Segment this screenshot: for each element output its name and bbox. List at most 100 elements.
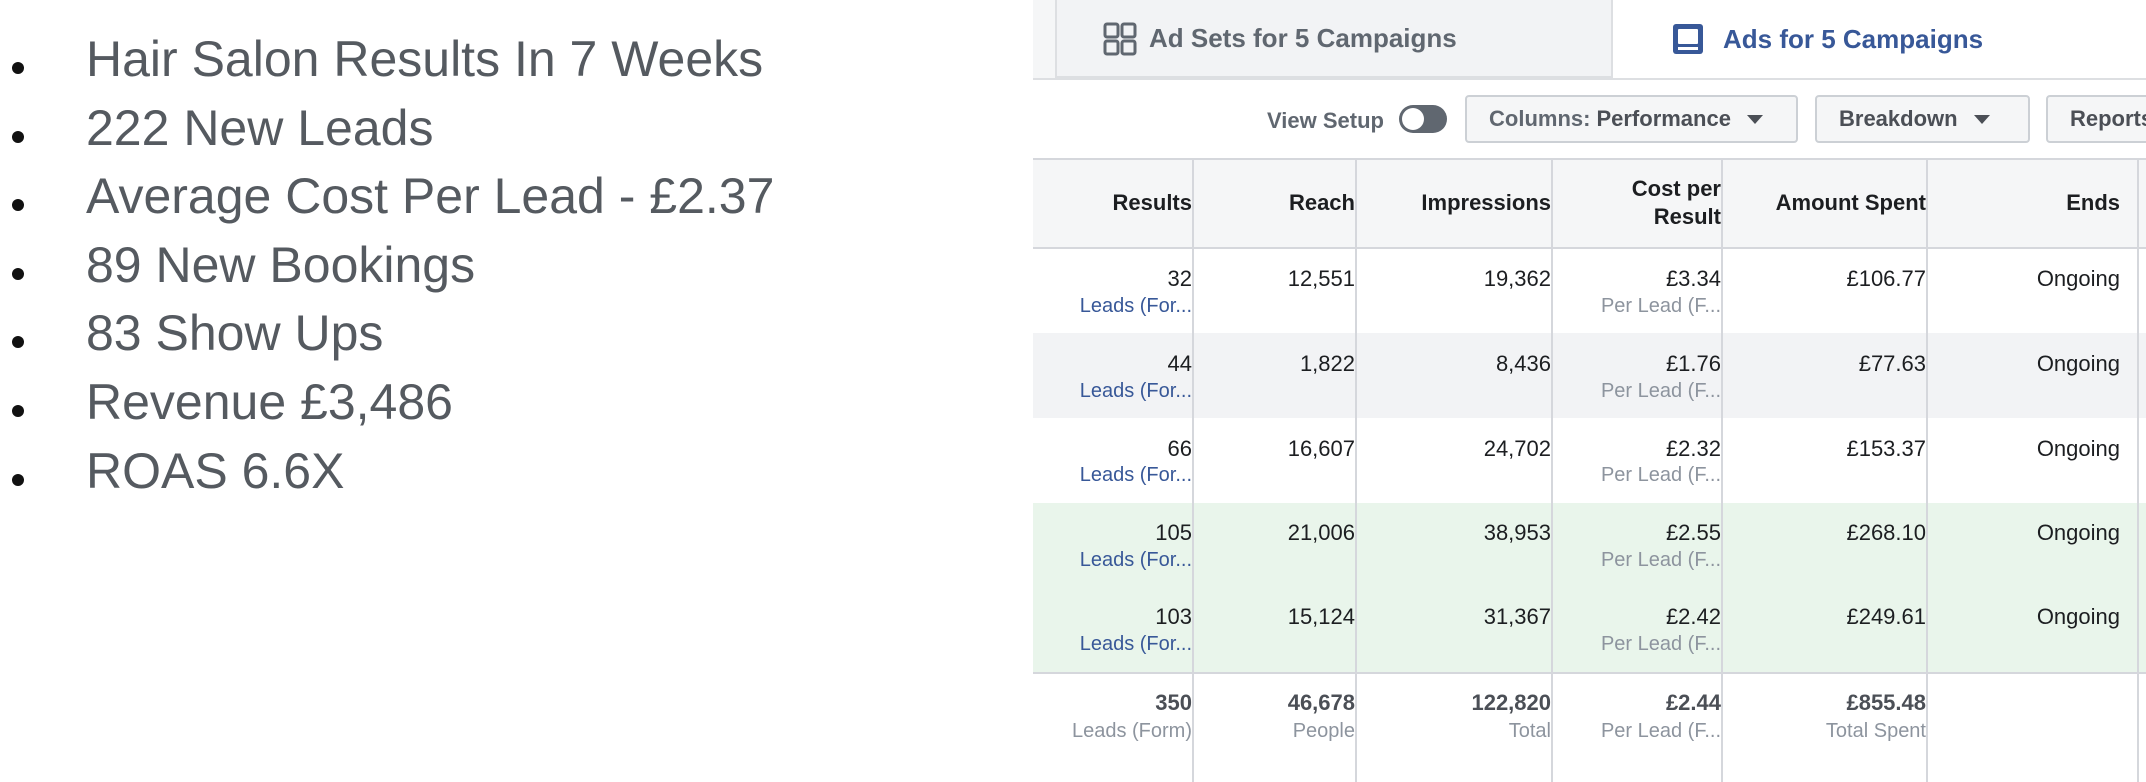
bullet-text: Revenue £3,486 [86,373,453,430]
header-row-bg [1033,158,2146,248]
column-header-amount-spent[interactable]: Amount Spent [1775,190,1926,215]
reach-value: 21,006 [1287,520,1355,545]
cost-per-result-type: Per Lead (F... [1600,380,1721,402]
results-value: 66 [1167,436,1192,461]
caret-down-icon [1746,114,1763,124]
impressions-value: 24,702 [1483,436,1551,461]
row-bg [1033,248,2146,333]
impressions-value: 8,436 [1495,351,1551,376]
column-header-ends[interactable]: Ends [2066,190,2120,215]
bullet-text: 222 New Leads [86,99,434,156]
total-results-value: 350 [1155,690,1192,715]
total-impressions-type: Total [1508,720,1551,742]
row-bg [1033,418,2146,503]
level-tabs: Ad Sets for 5 Campaigns Ads for 5 Campai… [1033,0,2146,78]
columns-prefix: Columns: [1489,106,1591,131]
view-setup-label: View Setup [1267,108,1384,133]
results-value: 32 [1167,266,1192,291]
table-toolbar: View Setup Columns: Performance Breakdow… [1033,78,2146,160]
ad-icon [1671,22,1705,63]
grid-icon [1103,22,1137,63]
amount-spent-value: £77.63 [1858,351,1926,376]
column-header-impressions[interactable]: Impressions [1421,190,1551,215]
reach-value: 1,822 [1299,351,1355,376]
grid-line [1192,158,1194,782]
totals-row-bg [1033,673,2146,782]
total-reach-value: 46,678 [1287,690,1355,715]
results-type-link[interactable]: Leads (For... [1079,633,1192,655]
impressions-value: 38,953 [1483,520,1551,545]
bullet-dot-icon [12,473,24,486]
grid-line [1355,158,1357,782]
results-type-link[interactable]: Leads (For... [1079,380,1192,402]
cost-per-result-value: £2.42 [1665,604,1721,629]
results-value: 105 [1155,520,1192,545]
reach-value: 15,124 [1287,604,1355,629]
results-value: 103 [1155,604,1192,629]
ends-value: Ongoing [2036,266,2120,291]
amount-spent-value: £249.61 [1846,604,1926,629]
bullet-dot-icon [12,267,24,280]
cost-per-result-value: £3.34 [1665,266,1721,291]
tab-ad-sets[interactable]: Ad Sets for 5 Campaigns [1055,0,1620,78]
tab-ads-label: Ads for 5 Campaigns [1723,23,1984,54]
total-cost-per-result-type: Per Lead (F... [1600,720,1721,742]
grid-line [1721,158,1723,782]
bullet-text: Average Cost Per Lead - £2.37 [86,168,775,225]
total-results-type: Leads (Form) [1071,720,1192,742]
total-amount-spent-type: Total Spent [1825,720,1926,742]
grid-line [1033,158,2146,160]
breakdown-label: Breakdown [1839,106,1958,131]
bullet-dot-icon [12,62,24,74]
amount-spent-value: £153.37 [1846,436,1926,461]
cost-per-result-type: Per Lead (F... [1600,295,1721,317]
bullet-dot-icon [12,130,24,143]
results-type-link[interactable]: Leads (For... [1079,549,1192,571]
reach-value: 16,607 [1287,436,1355,461]
reports-button[interactable]: Reports [2046,95,2146,143]
reach-value: 12,551 [1287,266,1355,291]
results-table: Results Reach Impressions Cost per Resul… [1033,158,2146,782]
tab-ads[interactable]: Ads for 5 Campaigns [1611,0,2146,78]
columns-dropdown[interactable]: Columns: Performance [1465,95,1798,143]
grid-line [1551,158,1553,782]
results-type-link[interactable]: Leads (For... [1079,464,1192,486]
total-amount-spent-value: £855.48 [1846,690,1926,715]
view-setup-toggle[interactable] [1399,105,1447,133]
caret-down-icon [1973,114,1990,124]
ends-value: Ongoing [2036,436,2120,461]
header-line: Result [1653,204,1721,229]
results-type-link[interactable]: Leads (For... [1079,295,1192,317]
amount-spent-value: £106.77 [1846,266,1926,291]
column-header-cost-per-result[interactable]: Cost per Result [1632,175,1721,231]
total-impressions-value: 122,820 [1471,690,1551,715]
ends-value: Ongoing [2036,351,2120,376]
columns-value: Performance [1596,106,1731,131]
column-header-results[interactable]: Results [1112,190,1192,215]
tab-ad-sets-label: Ad Sets for 5 Campaigns [1149,22,1457,53]
ends-value: Ongoing [2036,520,2120,545]
bullet-text: ROAS 6.6X [86,442,345,499]
bullet-text: Hair Salon Results In 7 Weeks [86,31,764,87]
bullet-text: 83 Show Ups [86,305,384,362]
amount-spent-value: £268.10 [1846,520,1926,545]
impressions-value: 19,362 [1483,266,1551,291]
toggle-knob-icon [1402,108,1424,130]
column-header-reach[interactable]: Reach [1288,190,1355,215]
cost-per-result-type: Per Lead (F... [1600,549,1721,571]
grid-line [2137,158,2139,782]
total-reach-type: People [1292,720,1355,742]
header-line: Cost per [1631,176,1721,201]
total-cost-per-result-value: £2.44 [1665,690,1721,715]
bullet-dot-icon [12,336,24,349]
row-bg [1033,333,2146,418]
cost-per-result-value: £2.32 [1665,436,1721,461]
bullet-text: 89 New Bookings [86,236,476,293]
cost-per-result-type: Per Lead (F... [1600,464,1721,486]
cost-per-result-type: Per Lead (F... [1600,633,1721,655]
breakdown-dropdown[interactable]: Breakdown [1815,95,2030,143]
bullet-dot-icon [12,404,24,417]
reports-label: Reports [2070,106,2146,131]
grid-line [1033,247,2146,249]
highlighted-rows-bg [1033,503,2146,673]
